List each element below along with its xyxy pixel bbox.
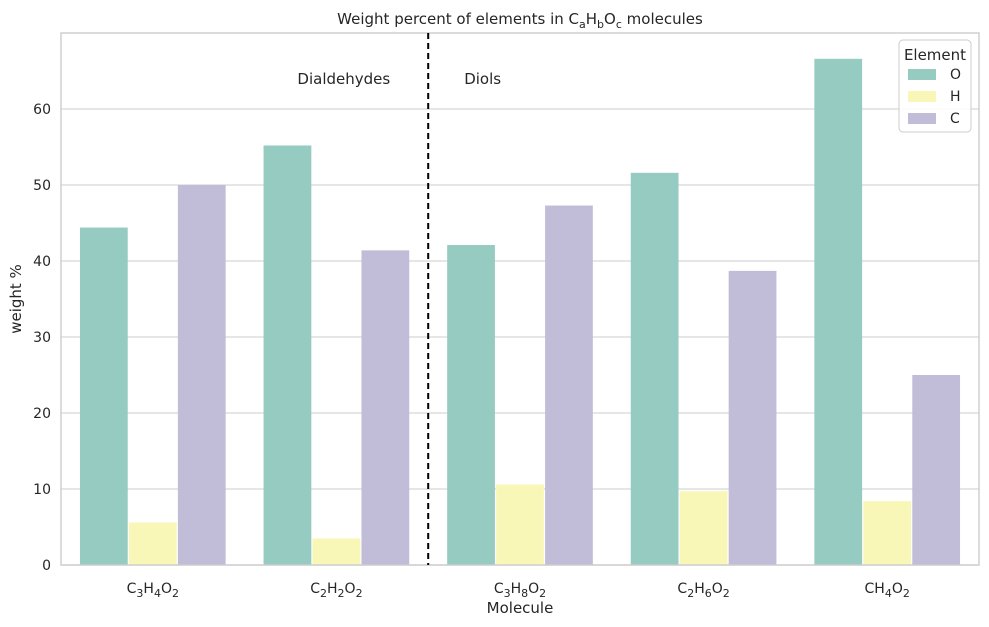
bar-H-C2H6O2 — [679, 491, 728, 565]
bar-H-C3H4O2 — [128, 522, 177, 565]
bar-O-C2H6O2 — [630, 172, 679, 565]
labels: 0 10 20 30 40 50 60 C3H4O2 C2H2O2 C3H8O2 C2H6O2 CH4… — [7, 10, 910, 617]
bars — [79, 58, 961, 566]
y-tick-label: 20 — [33, 406, 51, 422]
plot-frame — [60, 32, 980, 566]
legend-label-C: C — [950, 111, 960, 127]
bar-C-C3H4O2 — [177, 185, 226, 565]
x-tick-label: C2H2O2 — [310, 581, 362, 600]
legend-title: Element — [904, 46, 966, 64]
x-axis-label: Molecule — [487, 599, 554, 617]
bar-H-C2H2O2 — [312, 538, 361, 565]
bar-O-CH4O2 — [814, 58, 863, 566]
axes — [60, 32, 980, 566]
x-tick-label: C3H8O2 — [494, 581, 546, 600]
y-tick-label: 30 — [33, 330, 51, 346]
legend-swatch-H — [908, 91, 936, 102]
y-axis-label: weight % — [7, 264, 25, 334]
bar-H-C3H8O2 — [496, 484, 544, 565]
y-tick-label: 60 — [33, 102, 51, 118]
y-tick-label: 50 — [33, 178, 51, 194]
legend-label-O: O — [950, 67, 961, 83]
bar-O-C3H4O2 — [79, 227, 128, 565]
annotation-dialdehydes: Dialdehydes — [297, 70, 390, 88]
chart-title: Weight percent of elements in CaHbOc mol… — [337, 10, 703, 31]
x-tick-label: CH4O2 — [865, 581, 910, 600]
bar-C-C3H8O2 — [545, 205, 593, 565]
legend-label-H: H — [950, 89, 961, 105]
bar-H-CH4O2 — [863, 501, 912, 565]
y-tick-label: 40 — [33, 254, 51, 270]
bar-O-C3H8O2 — [447, 245, 495, 566]
legend-box — [898, 39, 972, 133]
legend: Element OHC — [898, 39, 972, 133]
x-tick-label: C2H6O2 — [677, 581, 729, 600]
legend-swatch-O — [908, 69, 936, 80]
legend-swatch-C — [908, 113, 936, 124]
bar-C-C2H2O2 — [361, 250, 410, 566]
bar-C-C2H6O2 — [728, 270, 777, 565]
y-tick-label: 10 — [33, 482, 51, 498]
bar-O-C2H2O2 — [263, 145, 312, 566]
annotation-diols: Diols — [464, 70, 501, 88]
bar-C-CH4O2 — [912, 375, 961, 565]
x-tick-label: C3H4O2 — [127, 581, 179, 600]
y-tick-label: 0 — [42, 558, 51, 574]
